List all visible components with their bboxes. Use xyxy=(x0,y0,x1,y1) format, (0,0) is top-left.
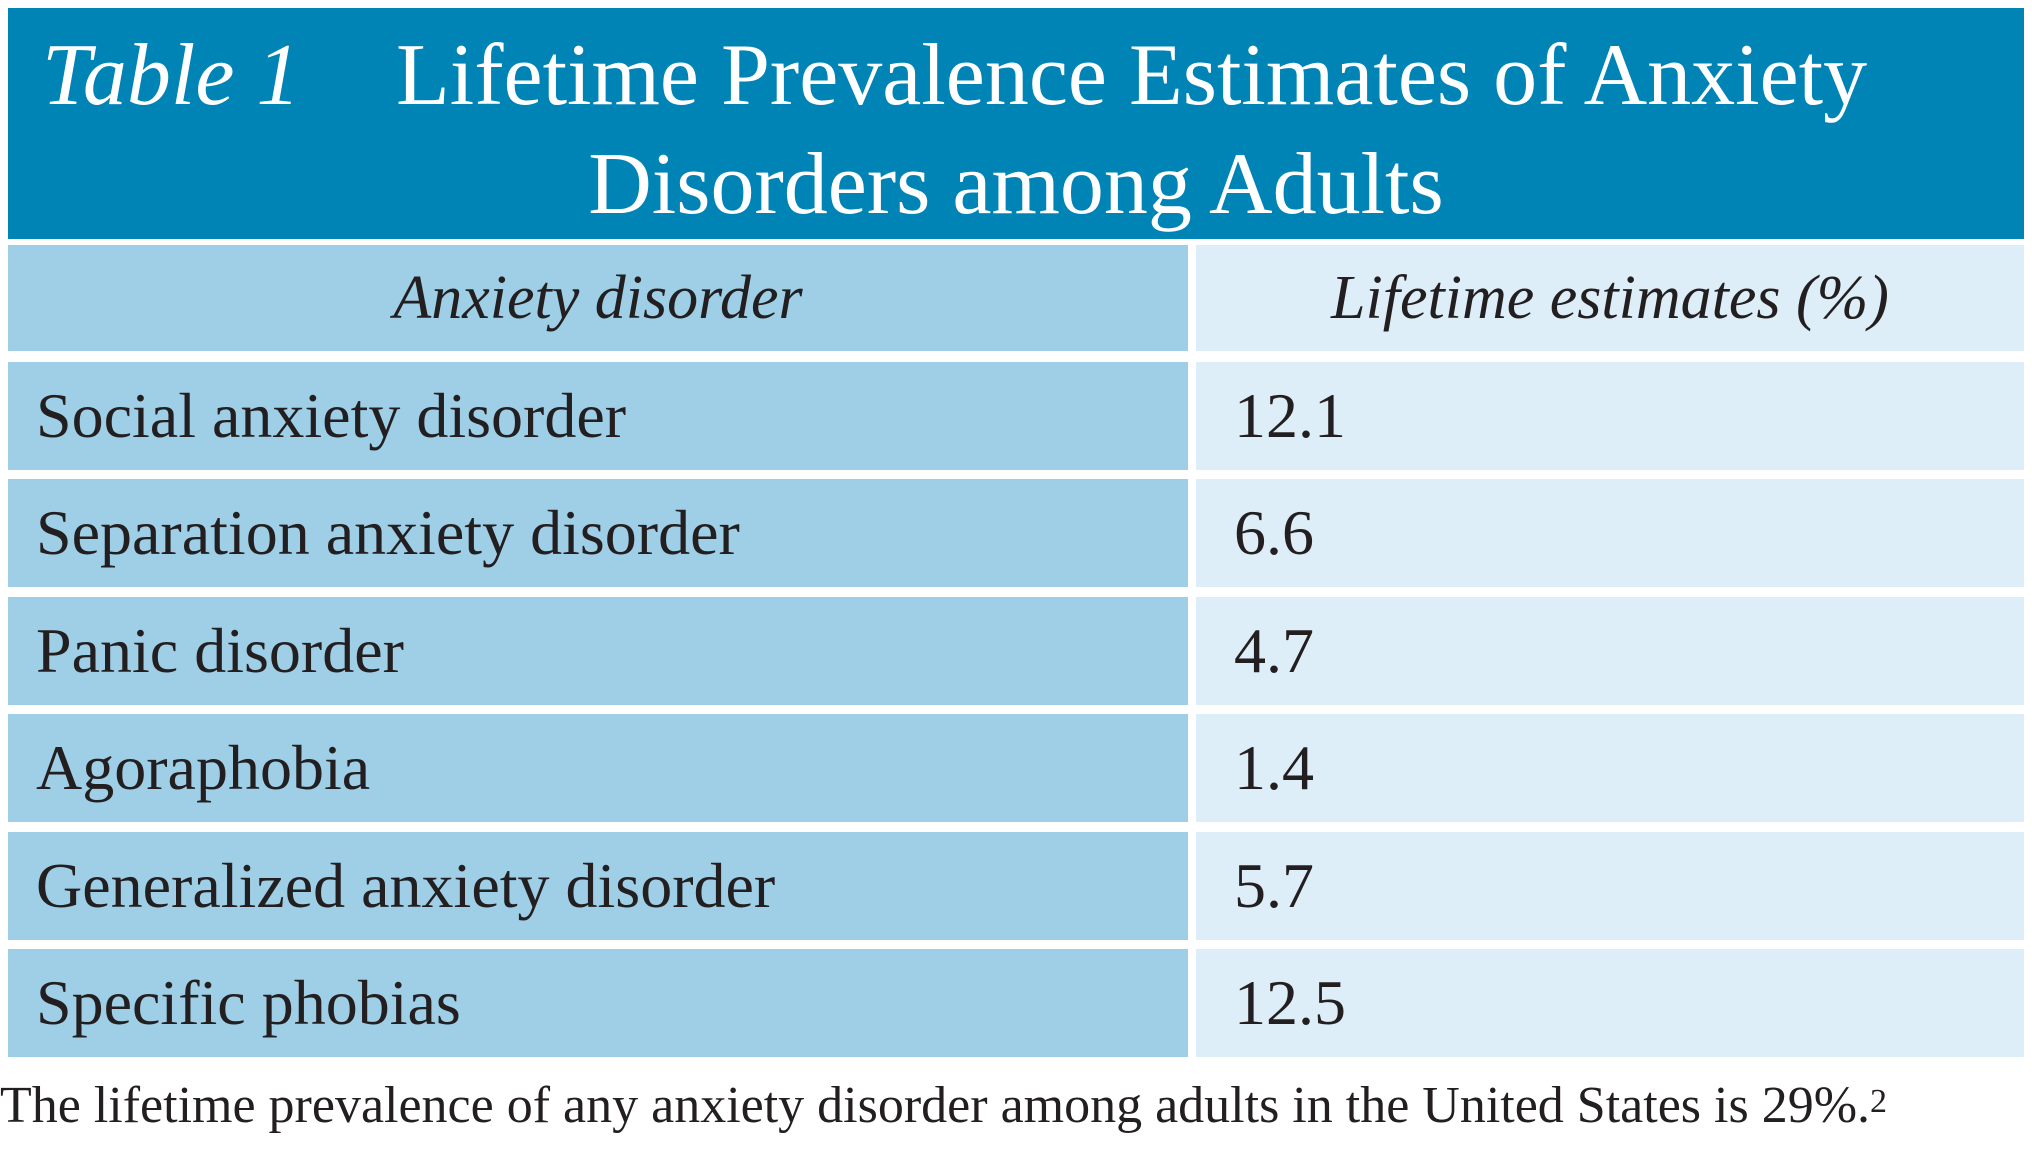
table-row: Panic disorder 4.7 xyxy=(8,597,2024,705)
estimate-value: 5.7 xyxy=(1234,850,1314,921)
table-header-row: Anxiety disorder Lifetime estimates (%) xyxy=(8,245,2024,353)
table-row: Generalized anxiety disorder 5.7 xyxy=(8,832,2024,940)
disorder-name: Panic disorder xyxy=(36,615,404,686)
table-title-bar: Table 1 Lifetime Prevalence Estimates of… xyxy=(8,8,2024,239)
estimate-value: 4.7 xyxy=(1234,615,1314,686)
table-row: Separation anxiety disorder 6.6 xyxy=(8,479,2024,587)
disorder-cell: Separation anxiety disorder xyxy=(8,479,1188,587)
disorder-cell: Specific phobias xyxy=(8,949,1188,1057)
prevalence-table: Table 1 Lifetime Prevalence Estimates of… xyxy=(8,8,2024,1057)
header-cell-estimate: Lifetime estimates (%) xyxy=(1196,245,2024,351)
estimate-cell: 1.4 xyxy=(1196,714,2024,822)
disorder-name: Specific phobias xyxy=(36,967,461,1038)
estimate-value: 6.6 xyxy=(1234,497,1314,568)
table-label: Table 1 xyxy=(42,27,301,124)
estimate-cell: 6.6 xyxy=(1196,479,2024,587)
estimate-cell: 4.7 xyxy=(1196,597,2024,705)
estimate-cell: 12.5 xyxy=(1196,949,2024,1057)
table-row: Agoraphobia 1.4 xyxy=(8,714,2024,822)
estimate-value: 12.5 xyxy=(1234,967,1346,1038)
disorder-name: Separation anxiety disorder xyxy=(36,497,740,568)
estimate-cell: 5.7 xyxy=(1196,832,2024,940)
footnote-text: The lifetime prevalence of any anxiety d… xyxy=(0,1077,1871,1134)
disorder-cell: Agoraphobia xyxy=(8,714,1188,822)
disorder-cell: Social anxiety disorder xyxy=(8,362,1188,470)
footnote-reference: 2 xyxy=(1870,1083,1888,1120)
table-row: Social anxiety disorder 12.1 xyxy=(8,362,2024,470)
header-cell-disorder: Anxiety disorder xyxy=(8,245,1188,351)
disorder-name: Agoraphobia xyxy=(36,732,371,803)
header-disorder-label: Anxiety disorder xyxy=(393,264,803,332)
header-estimate-label: Lifetime estimates (%) xyxy=(1331,264,1889,332)
table-row: Specific phobias 12.5 xyxy=(8,949,2024,1057)
estimate-value: 1.4 xyxy=(1234,732,1314,803)
disorder-cell: Generalized anxiety disorder xyxy=(8,832,1188,940)
estimate-value: 12.1 xyxy=(1234,380,1346,451)
table-title-line-2: Disorders among Adults xyxy=(588,136,1444,233)
disorder-name: Social anxiety disorder xyxy=(36,380,627,451)
estimate-cell: 12.1 xyxy=(1196,362,2024,470)
table-title-text-1: Lifetime Prevalence Estimates of Anxiety xyxy=(396,27,1868,124)
disorder-cell: Panic disorder xyxy=(8,597,1188,705)
table-footnote: The lifetime prevalence of any anxiety d… xyxy=(0,1062,2032,1150)
disorder-name: Generalized anxiety disorder xyxy=(36,850,776,921)
